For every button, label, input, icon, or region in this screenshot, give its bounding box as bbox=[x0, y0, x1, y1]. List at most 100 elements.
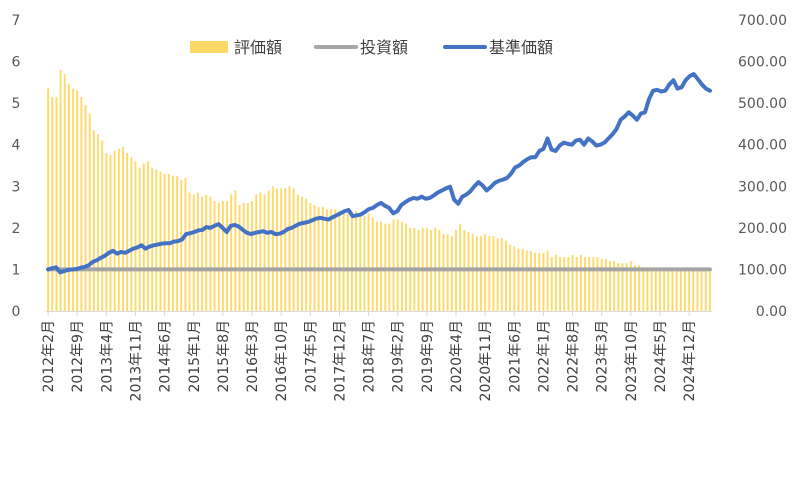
valuation-bar bbox=[230, 194, 233, 311]
valuation-bar bbox=[459, 223, 462, 311]
valuation-bar bbox=[542, 252, 545, 311]
valuation-bar bbox=[679, 269, 682, 311]
x-axis-tick-label: 2019年9月 bbox=[420, 320, 436, 393]
valuation-bar bbox=[517, 248, 520, 311]
right-axis-tick-label: 0.00 bbox=[756, 304, 787, 320]
valuation-bar bbox=[155, 169, 158, 311]
x-axis-tick-label: 2012年9月 bbox=[70, 320, 86, 393]
valuation-bar bbox=[292, 188, 295, 311]
x-axis-tick-label: 2016年10月 bbox=[274, 320, 290, 401]
valuation-bar bbox=[571, 254, 574, 311]
x-axis-tick-label: 2015年1月 bbox=[187, 320, 203, 393]
x-axis-tick-label: 2013年4月 bbox=[99, 320, 115, 393]
nav-line-layer bbox=[46, 72, 712, 275]
x-axis-tick-label: 2012年2月 bbox=[41, 320, 57, 393]
x-axis-tick-label: 2020年4月 bbox=[449, 320, 465, 393]
valuation-bar bbox=[184, 177, 187, 311]
x-axis-tick-label: 2018年7月 bbox=[362, 320, 378, 393]
right-axis-tick-label: 100.00 bbox=[738, 262, 787, 278]
valuation-bar bbox=[567, 256, 570, 311]
valuation-bar bbox=[101, 140, 104, 311]
valuation-bar bbox=[288, 186, 291, 311]
valuation-bar bbox=[276, 188, 278, 311]
valuation-bar bbox=[592, 256, 595, 311]
valuation-bar bbox=[654, 267, 657, 311]
valuation-bar bbox=[72, 88, 74, 311]
valuation-bar bbox=[575, 256, 578, 311]
valuation-bar bbox=[384, 223, 387, 311]
valuation-bar bbox=[525, 250, 528, 311]
valuation-bar bbox=[600, 259, 603, 311]
valuation-bar bbox=[480, 236, 482, 311]
valuation-bar bbox=[538, 252, 541, 311]
valuation-bar bbox=[338, 211, 341, 311]
valuation-bar bbox=[76, 90, 79, 311]
x-axis-tick-label: 2015年8月 bbox=[216, 320, 232, 393]
nav-line bbox=[46, 72, 712, 275]
valuation-bar bbox=[67, 84, 70, 311]
right-axis-tick-label: 700.00 bbox=[738, 13, 787, 29]
valuation-bar bbox=[238, 204, 241, 311]
valuation-bar bbox=[467, 232, 470, 311]
valuation-bar bbox=[313, 204, 316, 311]
legend-label: 評価額 bbox=[234, 38, 282, 57]
valuation-bar bbox=[638, 265, 641, 311]
valuation-bar bbox=[151, 167, 154, 311]
valuation-bar bbox=[122, 146, 124, 311]
valuation-bar bbox=[471, 234, 474, 311]
valuation-bar bbox=[625, 263, 628, 311]
valuation-bar bbox=[326, 209, 328, 311]
valuation-bar bbox=[550, 256, 553, 311]
valuation-bar bbox=[388, 223, 391, 311]
x-axis-tick-label: 2017年5月 bbox=[303, 320, 319, 393]
valuation-bar bbox=[196, 192, 199, 311]
valuation-bar bbox=[226, 200, 228, 311]
left-axis-tick-label: 6 bbox=[12, 55, 21, 71]
valuation-bar bbox=[609, 261, 611, 311]
valuation-bar bbox=[317, 207, 320, 311]
x-axis-tick-label: 2013年11月 bbox=[128, 320, 144, 401]
right-axis-tick-label: 200.00 bbox=[738, 221, 787, 237]
axes-layer: 0 1 2 3 4 5 6 7 0.00 100.00 200.00 300.00 400.00 500.… bbox=[12, 13, 787, 401]
valuation-bar bbox=[263, 194, 266, 311]
valuation-bar bbox=[405, 223, 407, 311]
valuation-bar bbox=[496, 238, 499, 311]
valuation-bar bbox=[255, 194, 258, 311]
valuation-bar bbox=[375, 221, 378, 311]
valuation-bar bbox=[192, 194, 195, 311]
valuation-bar bbox=[217, 202, 220, 311]
valuation-bar bbox=[63, 74, 66, 311]
valuation-bar bbox=[563, 256, 566, 311]
legend-swatch-bar bbox=[190, 41, 228, 53]
valuation-bar bbox=[159, 171, 162, 311]
valuation-bar bbox=[271, 186, 274, 311]
valuation-bar bbox=[617, 263, 620, 311]
valuation-bar bbox=[126, 153, 129, 311]
valuation-bar bbox=[546, 250, 549, 311]
left-axis-tick-label: 2 bbox=[12, 221, 21, 237]
valuation-bar bbox=[521, 248, 524, 311]
x-axis-tick-label: 2021年6月 bbox=[507, 320, 523, 393]
valuation-bar bbox=[180, 180, 183, 311]
left-axis-tick-label: 7 bbox=[12, 13, 21, 29]
valuation-bar bbox=[305, 198, 308, 311]
valuation-bar bbox=[359, 215, 362, 311]
x-axis-tick-label: 2019年2月 bbox=[391, 320, 407, 393]
valuation-bar bbox=[667, 269, 670, 311]
valuation-bar bbox=[392, 219, 395, 311]
valuation-bar bbox=[596, 256, 599, 311]
valuation-bar bbox=[450, 236, 453, 311]
valuation-bar bbox=[529, 250, 532, 311]
valuation-bar bbox=[629, 261, 632, 311]
valuation-bar bbox=[147, 161, 149, 311]
valuation-bar bbox=[88, 113, 91, 311]
valuation-bar bbox=[334, 209, 337, 311]
valuation-bar bbox=[446, 234, 449, 311]
valuation-bar bbox=[554, 254, 557, 311]
valuation-bar bbox=[367, 213, 370, 311]
legend: 評価額 投資額 基準価額 bbox=[190, 38, 553, 57]
valuation-bar bbox=[205, 194, 208, 311]
left-axis-tick-label: 3 bbox=[12, 179, 21, 195]
valuation-bar bbox=[51, 96, 54, 311]
valuation-bar bbox=[675, 269, 678, 311]
